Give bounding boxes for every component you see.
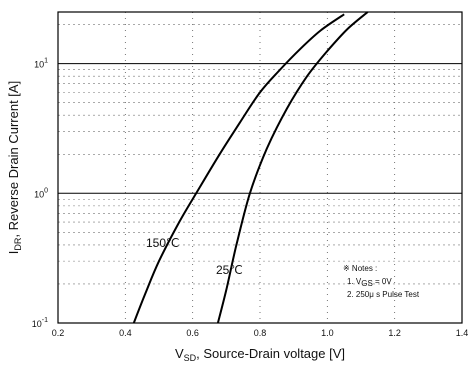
y-tick-label: 101: [34, 58, 48, 70]
notes-title: ※ Notes :: [343, 264, 377, 273]
y-axis-label-suffix: , Reverse Drain Current [A]: [6, 81, 21, 238]
curve-label-25: 25℃: [216, 263, 243, 277]
curve-label-150: 150℃: [146, 236, 180, 250]
grid: [58, 12, 462, 323]
x-tick-label: 0.6: [186, 328, 199, 338]
notes-line-1-prefix: 1. V: [347, 277, 362, 286]
curves: [132, 11, 369, 324]
notes-line-1-suffix: = 0V: [373, 277, 393, 286]
x-axis-label-suffix: , Source-Drain voltage [V]: [196, 346, 345, 361]
y-tick-label: 10-1: [32, 317, 48, 329]
notes-line-2: 2. 250μ s Pulse Test: [347, 290, 420, 299]
x-axis-label-prefix: V: [175, 346, 184, 361]
notes-line-1-sub: GS: [361, 279, 373, 288]
x-tick-label: 1.0: [321, 328, 334, 338]
y-axis-label-prefix: I: [6, 251, 21, 255]
y-axis-label: IDR, Reverse Drain Current [A]: [6, 81, 23, 254]
x-tick-label: 1.4: [456, 328, 469, 338]
x-tick-labels: 0.2 0.4 0.6 0.8 1.0 1.2 1.4: [52, 328, 469, 338]
x-axis-label-sub: SD: [184, 353, 197, 363]
y-tick-labels: 10-1 100 101: [32, 58, 48, 329]
x-tick-label: 0.2: [52, 328, 65, 338]
notes-line-1: 1. VGS = 0V: [347, 277, 392, 288]
x-tick-label: 0.8: [254, 328, 267, 338]
series-line: [132, 13, 345, 324]
y-tick-label: 100: [34, 187, 48, 199]
x-tick-label: 1.2: [388, 328, 401, 338]
x-axis-label: VSD, Source-Drain voltage [V]: [175, 346, 345, 363]
y-axis-label-sub: DR: [13, 237, 23, 250]
notes-box: ※ Notes : 1. VGS = 0V 2. 250μ s Pulse Te…: [343, 264, 420, 299]
series-line: [216, 11, 369, 324]
x-tick-label: 0.4: [119, 328, 132, 338]
plot-frame: [57, 11, 463, 324]
